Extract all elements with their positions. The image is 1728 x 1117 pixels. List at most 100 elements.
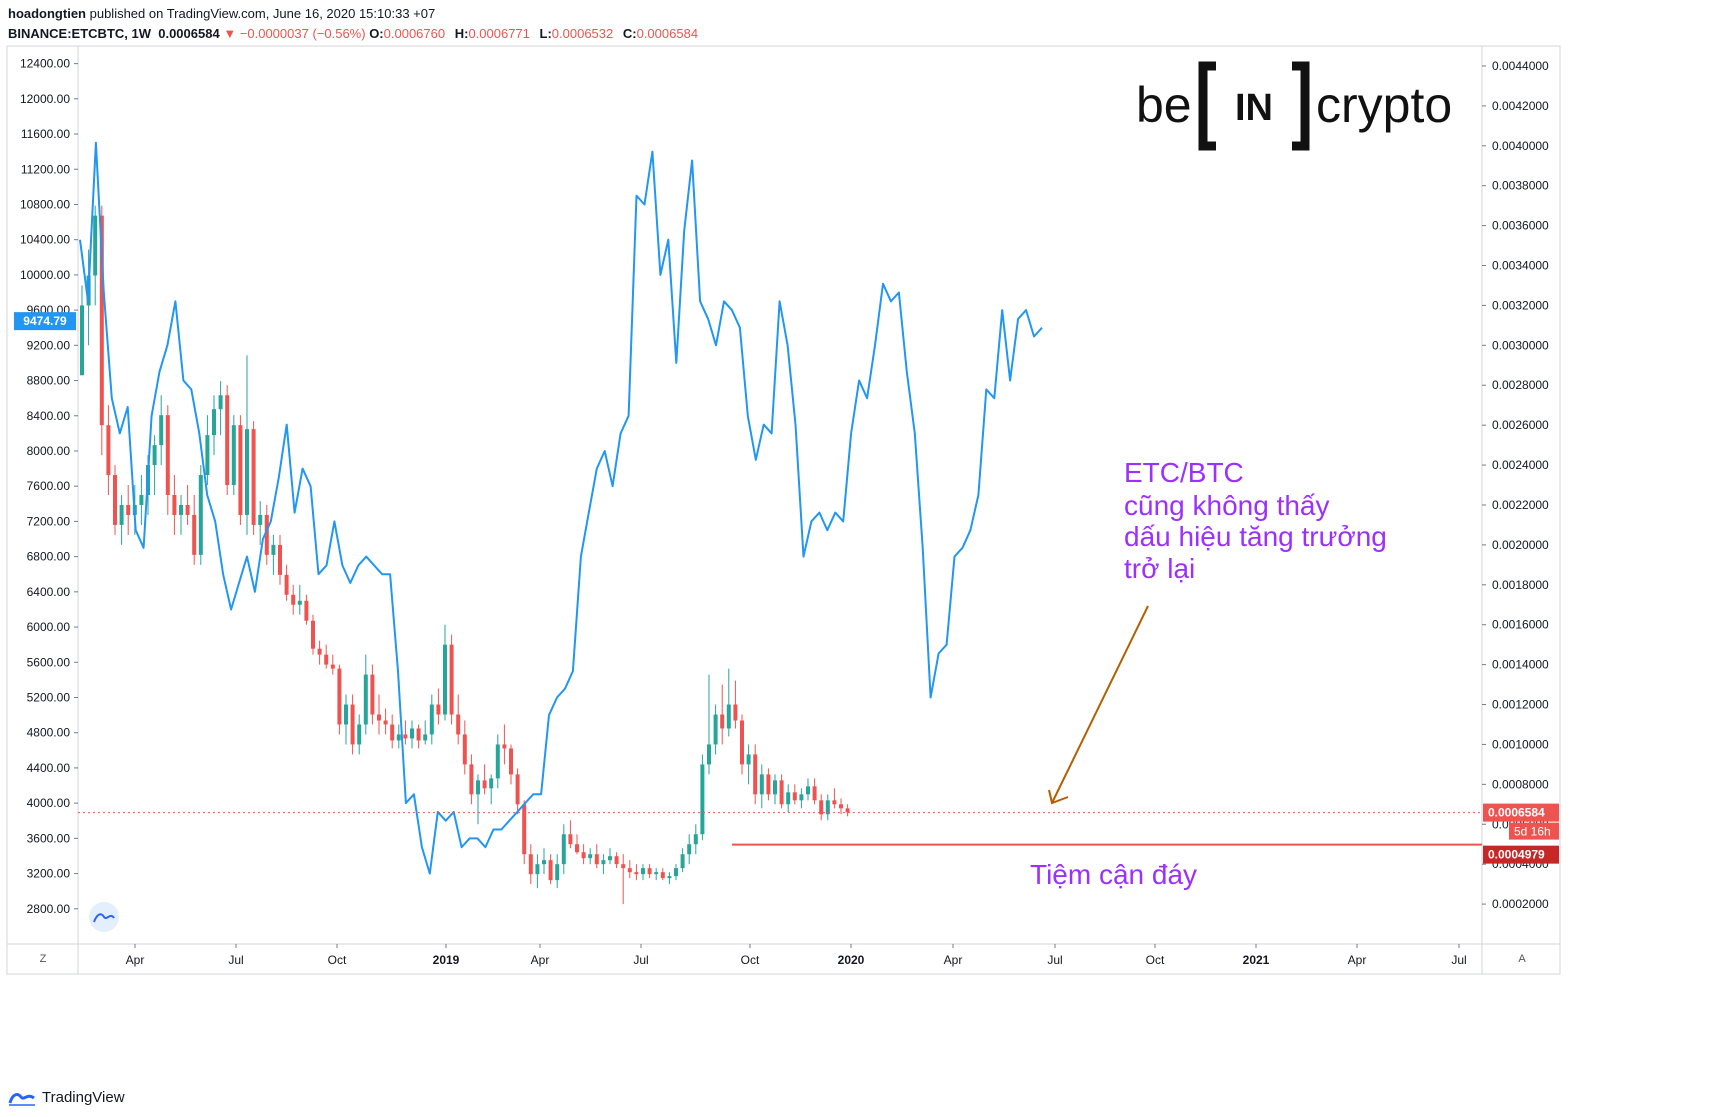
left-axis-tick-label: 2800.00 [27,902,71,916]
annotation-text-line: ETC/BTC [1124,457,1244,488]
right-axis-tick-label: 0.0012000 [1492,698,1549,712]
candle-body [726,704,731,729]
logo-text-left: be [1136,77,1192,133]
right-axis-tick-label: 0.0038000 [1492,179,1549,193]
right-axis-tick-label: 0.0010000 [1492,737,1549,751]
candle-body [773,780,777,795]
right-axis-tick-label: 0.0020000 [1492,538,1549,552]
candle-body [344,704,348,725]
high-value: 0.0006771 [468,26,530,41]
symbol-name[interactable]: BINANCE:ETCBTC, 1W [8,26,151,41]
candle-body [779,780,784,805]
candle-body [443,644,447,715]
left-axis-tick-label: 10400.00 [20,233,70,247]
candle-body [753,754,758,795]
close-label: C: [622,26,637,41]
candle-body [390,724,395,741]
candle-body [291,594,296,605]
right-axis-tick-label: 0.0016000 [1492,618,1549,632]
candle-body [139,495,144,505]
candle-body [192,514,197,555]
time-axis-tick-label: 2019 [433,953,460,967]
time-axis-tick-label: 2021 [1243,953,1270,967]
open-label: O: [369,26,384,41]
candle-body [792,792,797,801]
right-axis-tick-label: 0.0034000 [1492,259,1549,273]
candle-body [495,744,500,779]
candle-body [462,734,467,765]
left-axis-tick-label: 4800.00 [27,726,71,740]
right-axis-tick-label: 0.0032000 [1492,298,1549,312]
annotation-bottom-text: Tiệm cận đáy [1030,859,1197,890]
support-label: 0.0004979 [1488,848,1545,862]
candle-body [839,804,843,809]
candle-body [311,620,315,649]
candle-body [476,780,480,795]
candle-body [113,475,117,525]
annotation-text-line: cũng không thấy [1124,490,1330,521]
candle-body [410,728,414,739]
candle-body [245,429,249,515]
candle-body [509,748,513,775]
left-axis-tick-label: 6800.00 [27,550,71,564]
candle-body [449,644,454,715]
candle-body [377,714,381,721]
price-label: 0.0006584 [1488,806,1545,820]
candle-body [469,764,474,795]
candle-body [601,860,606,865]
candle-body [634,872,639,875]
right-axis-tick-label: 0.0024000 [1492,458,1549,472]
annotation-text-line: trở lại [1124,553,1195,584]
candle-body [647,868,652,875]
btc-price-line [79,141,1043,875]
right-axis-tick-label: 0.0042000 [1492,99,1549,113]
logo-text-right: crypto [1316,77,1452,133]
candle-body [238,425,243,515]
candle-body [502,744,507,749]
candle-body [271,544,276,555]
candle-body [720,714,725,729]
left-axis-tick-label: 12000.00 [20,92,70,106]
annotation-arrow [1051,605,1149,804]
right-axis-tick-label: 0.0028000 [1492,378,1549,392]
tradingview-logo-icon [8,1093,35,1106]
candle-body [740,720,744,765]
low-value: 0.0006532 [551,26,614,41]
publish-details: published on TradingView.com, June 16, 2… [86,6,436,21]
candle-body [482,780,487,789]
left-axis-tick-label: 8400.00 [27,409,71,423]
candle-body [614,856,619,865]
left-axis-tick-label: 10800.00 [20,197,70,211]
candle-body [80,305,84,376]
candle-body [700,764,705,835]
candle-body [674,868,678,877]
candle-body [746,754,751,765]
candle-body [608,856,612,861]
time-axis-tick-label: Jul [1047,953,1062,967]
candle-body [825,800,830,815]
candle-body [198,475,203,555]
high-label: H: [454,26,469,41]
candle-body [429,704,434,735]
annotation-text-line: dấu hiệu tăng trưởng [1124,521,1387,552]
candle-body [594,854,599,865]
candle-body [667,876,672,879]
chart-border [6,45,1561,975]
candle-body [819,800,824,815]
right-axis-tick-label: 0.0040000 [1492,139,1549,153]
time-axis-tick-label: Jul [633,953,648,967]
candle-body [179,504,183,515]
right-axis-tick-label: 0.0044000 [1492,59,1549,73]
candle-body [357,724,362,745]
auto-scale-button: A [1518,953,1526,965]
candle-body [522,804,527,855]
left-axis-tick-label: 5200.00 [27,690,71,704]
btc-current-label-box [14,312,76,331]
footer-branding[interactable]: TradingView [8,1088,125,1106]
candle-body [403,734,408,739]
candle-body [713,714,718,745]
candle-body [324,654,329,665]
candle-body [218,395,223,410]
candle-body [165,415,170,495]
